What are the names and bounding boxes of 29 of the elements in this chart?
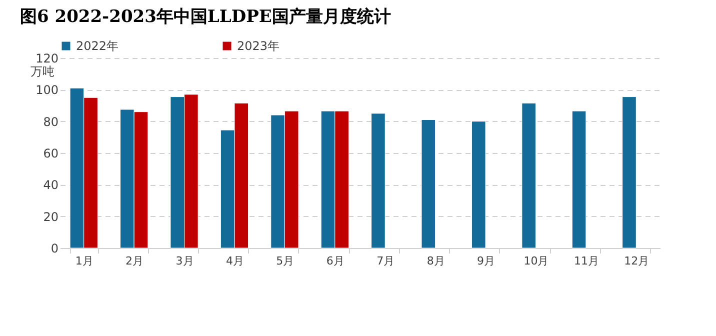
x-tick-label: 11月 bbox=[574, 254, 599, 268]
bar bbox=[371, 113, 386, 248]
x-tick-label: 5月 bbox=[276, 254, 294, 268]
x-tick-label: 6月 bbox=[326, 254, 344, 268]
bar bbox=[522, 102, 536, 248]
bar bbox=[471, 121, 486, 248]
y-tick-label: 60 bbox=[43, 146, 58, 160]
x-tick-label: 3月 bbox=[176, 254, 194, 268]
legend-label: 2023年 bbox=[237, 39, 280, 53]
y-tick-label: 40 bbox=[43, 178, 58, 192]
chart-title: 图6 2022-2023年中国LLDPE国产量月度统计 bbox=[20, 7, 391, 27]
x-tick-label: 1月 bbox=[75, 254, 94, 268]
y-tick-label: 80 bbox=[43, 114, 58, 129]
x-tick-label: 12月 bbox=[624, 254, 650, 268]
y-tick-label: 120 bbox=[36, 52, 58, 66]
y-axis-title: 万吨 bbox=[30, 64, 54, 78]
x-tick-label: 8月 bbox=[426, 254, 445, 268]
x-tick-label: 9月 bbox=[477, 254, 496, 268]
y-tick-label: 20 bbox=[43, 210, 58, 224]
bar bbox=[421, 120, 436, 248]
bar bbox=[572, 110, 586, 248]
x-tick-label: 10月 bbox=[524, 254, 549, 268]
y-tick-label: 100 bbox=[36, 83, 58, 98]
bar bbox=[622, 96, 636, 248]
x-tick-label: 4月 bbox=[226, 254, 244, 268]
y-tick-label: 0 bbox=[50, 242, 58, 256]
legend-label: 2022年 bbox=[76, 39, 119, 53]
x-tick-label: 2月 bbox=[126, 254, 144, 268]
x-tick-label: 7月 bbox=[376, 254, 395, 268]
